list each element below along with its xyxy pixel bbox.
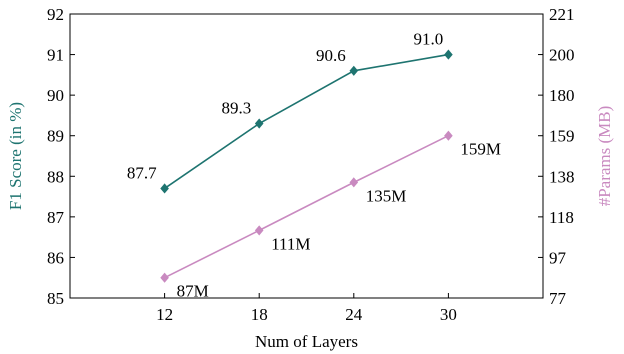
y-right-tick-label: 138 [549,167,575,186]
y-right-tick-label: 118 [549,208,574,227]
y-axis-right-label: #Params (MB) [595,106,614,207]
series-line-right [164,134,449,279]
data-label-left: 87.7 [127,163,157,182]
data-point-left [444,49,453,60]
y-right-tick-label: 221 [549,5,575,24]
data-point-right [160,272,169,283]
data-label-right: 135M [366,186,407,205]
data-point-right [444,130,453,141]
y-left-tick-label: 87 [47,208,65,227]
data-point-right [349,177,359,188]
y-left-tick-label: 92 [47,5,64,24]
x-tick-label: 18 [251,305,268,324]
x-tick-label: 12 [156,305,173,324]
x-tick-label: 30 [440,305,457,324]
data-point-left [254,118,264,129]
data-point-right [254,225,264,236]
data-label-left: 91.0 [414,30,444,49]
y-right-tick-label: 97 [549,248,567,267]
series-line-left [164,53,449,190]
y-left-tick-label: 89 [47,127,64,146]
y-right-tick-label: 159 [549,127,575,146]
data-label-right: 159M [460,140,501,159]
ticks: 85 86 87 88 89 90 91 92 77 97 118 138 159 180 200 221 12… [47,5,575,324]
data-label-left: 90.6 [316,46,346,65]
plot-frame [69,13,544,299]
series-layer: 87.7 89.3 90.6 91.0 87M 111M 135M 159M [127,30,501,301]
x-axis-label: Num of Layers [255,332,358,351]
data-label-right: 111M [271,234,310,253]
axes-frame [69,13,544,299]
y-axis-left-label: F1 Score (in %) [6,102,25,210]
data-label-right: 87M [177,282,209,301]
y-left-tick-label: 85 [47,289,64,308]
data-label-left: 89.3 [221,99,251,118]
y-left-tick-label: 88 [47,167,64,186]
y-right-tick-label: 180 [549,86,575,105]
y-right-tick-label: 200 [549,46,575,65]
y-left-tick-label: 90 [47,86,64,105]
y-left-tick-label: 91 [47,46,64,65]
data-point-left [160,183,169,194]
data-point-left [349,65,359,76]
y-right-tick-label: 77 [549,289,567,308]
x-tick-label: 24 [345,305,363,324]
y-left-tick-label: 86 [47,248,64,267]
